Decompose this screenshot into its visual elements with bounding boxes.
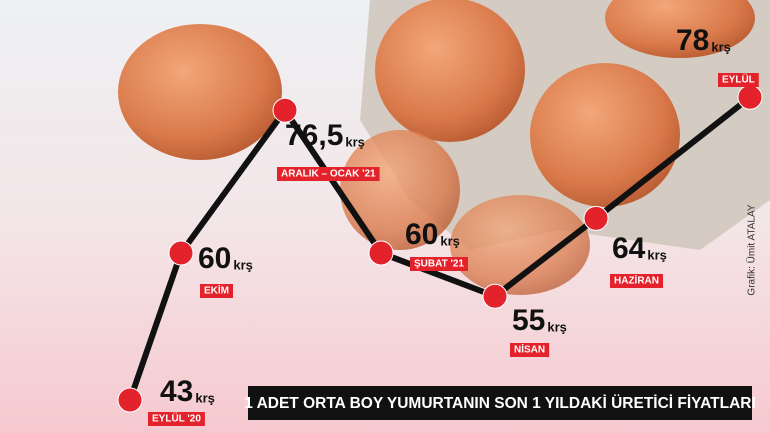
- egg: [118, 24, 282, 160]
- unit-label: krş: [547, 319, 567, 334]
- category-label: EYLÜL '20: [152, 412, 201, 425]
- egg: [530, 63, 680, 207]
- unit-label: krş: [440, 233, 460, 248]
- unit-label: krş: [195, 390, 215, 405]
- category-box: [148, 412, 205, 426]
- marker: [168, 240, 194, 266]
- value-label: 76,5: [285, 119, 343, 152]
- category-box: [277, 167, 380, 181]
- value-label: 60: [405, 218, 438, 251]
- marker: [583, 205, 609, 231]
- value-label: 64: [612, 232, 646, 265]
- value-label: 43: [160, 375, 193, 408]
- category-label: EKİM: [204, 284, 229, 297]
- marker: [737, 84, 763, 110]
- category-box: [200, 284, 233, 298]
- value-label: 78: [676, 24, 709, 57]
- category-box: [410, 257, 468, 271]
- unit-label: krş: [345, 134, 365, 149]
- unit-label: krş: [711, 39, 731, 54]
- egg: [375, 0, 525, 142]
- category-label: ARALIK – OCAK '21: [281, 169, 376, 180]
- category-label: HAZİRAN: [614, 274, 659, 287]
- chart-title: 1 ADET ORTA BOY YUMURTANIN SON 1 YILDAKİ…: [244, 395, 756, 412]
- value-label: 60: [198, 242, 231, 275]
- egg: [605, 0, 755, 58]
- unit-label: krş: [647, 247, 667, 262]
- category-label: ŞUBAT '21: [414, 259, 464, 270]
- category-box: [718, 73, 759, 87]
- egg: [450, 195, 590, 295]
- category-label: EYLÜL: [722, 73, 755, 86]
- title-box: [248, 386, 752, 420]
- credit: Grafik: Ümit ATALAY: [746, 204, 758, 295]
- value-label: 55: [512, 304, 545, 337]
- marker: [272, 97, 298, 123]
- egg: [340, 130, 460, 250]
- unit-label: krş: [233, 257, 253, 272]
- marker: [117, 387, 143, 413]
- category-box: [510, 343, 550, 357]
- marker: [482, 283, 508, 309]
- category-box: [610, 274, 663, 288]
- category-label: NİSAN: [514, 343, 545, 356]
- marker: [368, 240, 394, 266]
